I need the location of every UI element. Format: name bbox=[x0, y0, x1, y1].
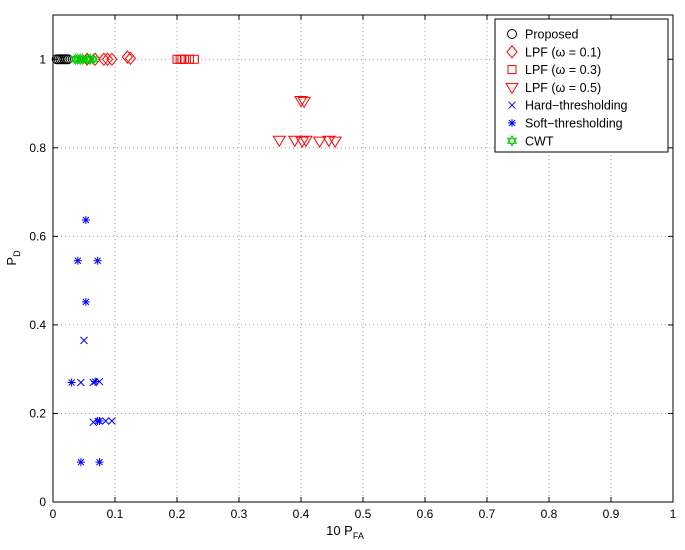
data-point bbox=[81, 297, 90, 306]
data-point bbox=[76, 458, 85, 467]
y-tick-label: 1 bbox=[39, 52, 46, 66]
x-tick-label: 0.3 bbox=[231, 507, 248, 521]
data-point bbox=[101, 417, 110, 425]
series-circle bbox=[51, 54, 73, 65]
x-tick-label: 0 bbox=[50, 507, 57, 521]
legend-item: LPF (ω = 0.3) bbox=[507, 63, 601, 77]
legend: Proposed LPF (ω = 0.1) LPF (ω = 0.3) LPF (ω… bbox=[494, 18, 669, 153]
x-axis-label-sub: FA bbox=[353, 531, 364, 541]
x-tick-label: 1 bbox=[670, 507, 677, 521]
legend-item: LPF (ω = 0.5) bbox=[505, 81, 601, 95]
x-tick-label: 0.7 bbox=[479, 507, 496, 521]
x-tick-label: 0.2 bbox=[169, 507, 186, 521]
x-tick-label: 0.6 bbox=[417, 507, 434, 521]
data-point bbox=[106, 52, 118, 67]
legend-label: LPF (ω = 0.1) bbox=[525, 45, 601, 59]
data-point bbox=[77, 378, 85, 387]
legend-marker-icon bbox=[508, 119, 516, 127]
legend-label: Hard−thresholding bbox=[525, 99, 628, 113]
y-tick-label: 0.4 bbox=[29, 318, 46, 332]
data-point bbox=[295, 136, 310, 149]
data-point bbox=[101, 52, 114, 67]
data-point bbox=[184, 54, 194, 64]
x-axis-label: 10 PFA bbox=[326, 523, 364, 541]
x-tick-label: 0.8 bbox=[541, 507, 558, 521]
legend-item: CWT bbox=[506, 134, 554, 148]
data-point bbox=[93, 256, 102, 265]
y-axis-label-sub: D bbox=[12, 250, 22, 257]
data-point bbox=[95, 458, 104, 467]
y-tick-label: 0.2 bbox=[29, 406, 46, 420]
data-point bbox=[91, 377, 100, 386]
data-point bbox=[299, 135, 313, 148]
data-point bbox=[89, 418, 98, 427]
y-axis-label-main: P bbox=[4, 257, 19, 266]
data-point bbox=[287, 135, 302, 148]
data-point bbox=[179, 54, 189, 64]
legend-marker-icon bbox=[505, 82, 519, 95]
legend-label: LPF (ω = 0.5) bbox=[525, 81, 601, 95]
data-point bbox=[189, 54, 199, 64]
y-tick-label: 0.6 bbox=[29, 229, 46, 243]
data-point bbox=[108, 417, 116, 425]
x-tick-label: 0.5 bbox=[355, 507, 372, 521]
legend-item: Proposed bbox=[507, 28, 579, 42]
series-hexagram bbox=[70, 53, 99, 66]
y-tick-label: 0 bbox=[39, 495, 46, 509]
x-tick-label: 0.1 bbox=[107, 507, 124, 521]
series-square bbox=[172, 54, 199, 64]
data-point bbox=[81, 215, 90, 224]
x-axis-label-main: 10 P bbox=[326, 523, 353, 538]
data-point bbox=[67, 378, 76, 387]
legend-item: LPF (ω = 0.1) bbox=[506, 45, 601, 59]
legend-label: CWT bbox=[525, 134, 554, 148]
data-point bbox=[73, 256, 82, 265]
data-point bbox=[124, 51, 137, 66]
legend-marker-icon bbox=[507, 65, 517, 75]
data-series bbox=[51, 50, 342, 467]
legend-marker-icon bbox=[508, 101, 516, 110]
legend-marker-icon bbox=[507, 29, 517, 39]
data-point bbox=[294, 95, 308, 108]
legend-label: Proposed bbox=[525, 28, 579, 42]
axis-ticks: 0 0.1 0.2 0.3 0.4 0.5 0.6 0.7 0.8 0.9 1 0 0.2 0.4 0.6 0… bbox=[29, 15, 677, 521]
series-triangle-down bbox=[272, 95, 342, 149]
data-point bbox=[88, 53, 99, 66]
legend-label: Soft−thresholding bbox=[525, 117, 623, 131]
legend-box bbox=[494, 18, 669, 153]
y-axis-label: PD bbox=[4, 250, 22, 266]
data-point bbox=[272, 135, 287, 148]
legend-marker-icon bbox=[506, 134, 518, 147]
series-asterisk bbox=[67, 215, 104, 467]
data-point bbox=[328, 136, 342, 149]
data-point bbox=[98, 52, 110, 67]
legend-marker-icon bbox=[506, 45, 518, 59]
data-point bbox=[80, 336, 88, 345]
y-tick-label: 0.8 bbox=[29, 141, 46, 155]
legend-label: LPF (ω = 0.3) bbox=[525, 63, 601, 77]
data-point bbox=[312, 136, 327, 149]
data-point bbox=[95, 416, 104, 425]
series-x bbox=[77, 336, 116, 427]
data-point bbox=[297, 96, 311, 109]
legend-item: Hard−thresholding bbox=[508, 99, 628, 113]
legend-item: Soft−thresholding bbox=[508, 117, 623, 131]
x-tick-label: 0.9 bbox=[603, 507, 620, 521]
x-tick-label: 0.4 bbox=[293, 507, 310, 521]
data-point bbox=[121, 50, 134, 64]
